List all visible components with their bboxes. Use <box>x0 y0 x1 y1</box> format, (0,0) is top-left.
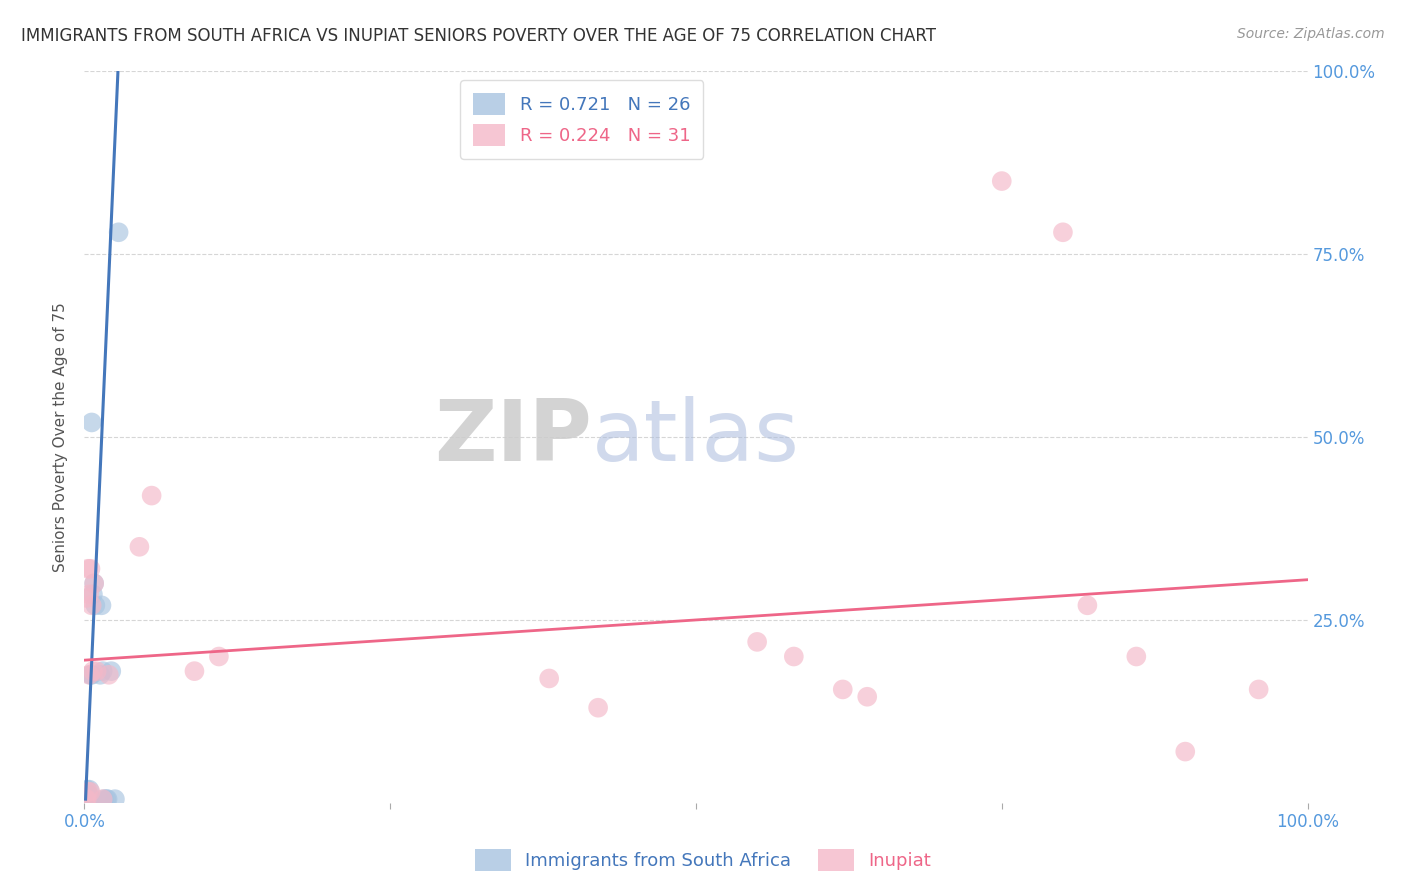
Point <box>77 795 100 809</box>
Point <box>538 672 561 686</box>
Point <box>1247 682 1270 697</box>
Y-axis label: Seniors Poverty Over the Age of 75: Seniors Poverty Over the Age of 75 <box>53 302 69 572</box>
Point <box>1174 745 1197 759</box>
Point <box>89 667 111 681</box>
Point <box>79 790 101 805</box>
Point <box>77 562 100 576</box>
Point <box>586 700 609 714</box>
Point <box>104 792 127 806</box>
Point <box>76 795 98 809</box>
Point <box>128 540 150 554</box>
Point <box>76 792 98 806</box>
Point <box>77 587 100 601</box>
Point <box>1052 225 1074 239</box>
Point <box>80 416 103 430</box>
Point <box>208 649 231 664</box>
Point <box>856 690 879 704</box>
Point <box>91 664 114 678</box>
Point <box>79 785 101 799</box>
Point <box>83 576 105 591</box>
Point <box>77 790 100 805</box>
Text: IMMIGRANTS FROM SOUTH AFRICA VS INUPIAT SENIORS POVERTY OVER THE AGE OF 75 CORRE: IMMIGRANTS FROM SOUTH AFRICA VS INUPIAT … <box>21 27 936 45</box>
Point <box>77 792 100 806</box>
Text: Source: ZipAtlas.com: Source: ZipAtlas.com <box>1237 27 1385 41</box>
Point <box>97 792 120 806</box>
Text: ZIP: ZIP <box>434 395 592 479</box>
Point <box>82 587 104 601</box>
Point <box>831 682 853 697</box>
Text: atlas: atlas <box>592 395 800 479</box>
Point <box>96 792 118 806</box>
Point <box>80 599 103 613</box>
Point <box>77 787 100 801</box>
Point <box>77 789 100 804</box>
Point <box>1125 649 1147 664</box>
Point <box>79 667 101 681</box>
Point <box>80 667 103 681</box>
Point <box>83 576 105 591</box>
Point <box>107 225 129 239</box>
Point <box>90 599 112 613</box>
Point <box>76 792 98 806</box>
Point <box>76 782 98 797</box>
Point <box>86 664 108 678</box>
Point <box>783 649 806 664</box>
Point <box>183 664 205 678</box>
Point <box>82 664 104 678</box>
Point <box>97 667 120 681</box>
Point <box>75 789 97 804</box>
Point <box>77 785 100 799</box>
Point <box>84 599 107 613</box>
Point <box>77 667 100 681</box>
Point <box>75 792 97 806</box>
Point <box>79 562 101 576</box>
Point <box>93 792 115 806</box>
Point <box>1076 599 1098 613</box>
Point <box>747 635 769 649</box>
Point <box>91 792 114 806</box>
Legend: R = 0.721   N = 26, R = 0.224   N = 31: R = 0.721 N = 26, R = 0.224 N = 31 <box>460 80 703 159</box>
Point <box>77 782 100 797</box>
Point <box>76 591 98 605</box>
Legend: Immigrants from South Africa, Inupiat: Immigrants from South Africa, Inupiat <box>467 842 939 879</box>
Point <box>991 174 1014 188</box>
Point <box>141 489 163 503</box>
Point <box>100 664 122 678</box>
